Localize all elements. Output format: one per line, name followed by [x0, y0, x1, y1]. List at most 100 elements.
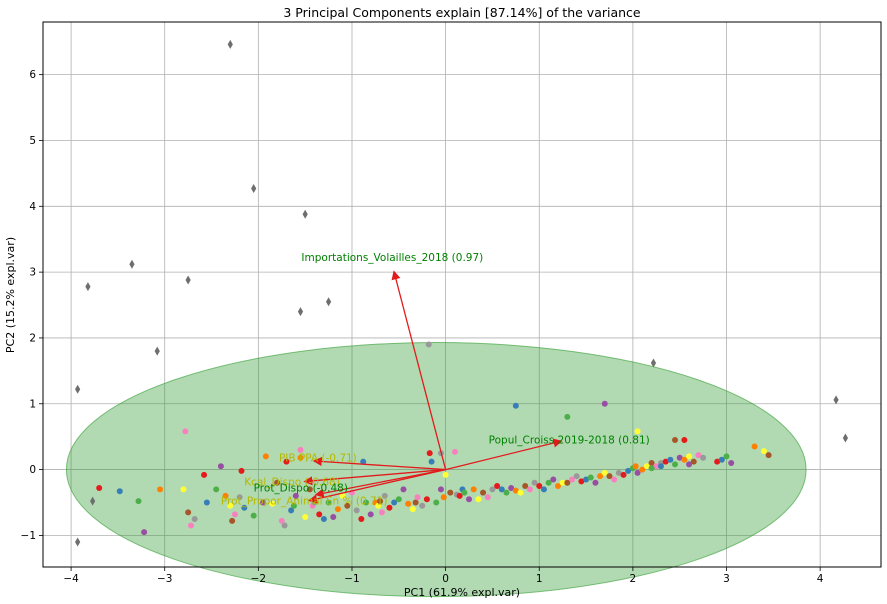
data-point	[662, 458, 669, 465]
data-point	[700, 454, 707, 461]
data-point	[360, 458, 367, 465]
data-point	[395, 496, 402, 503]
data-point	[426, 450, 433, 457]
data-point	[601, 469, 608, 476]
data-point	[634, 428, 641, 435]
data-point	[512, 487, 519, 494]
data-point	[475, 496, 482, 503]
loading-vector-arrow	[314, 468, 446, 498]
outlier-marker	[75, 537, 81, 547]
data-point	[583, 476, 590, 483]
data-point	[653, 463, 660, 470]
loading-vector-label: PIB PPA (-0.71)	[279, 453, 357, 465]
data-point	[632, 463, 639, 470]
data-point	[718, 456, 725, 463]
data-point	[428, 458, 435, 465]
data-point	[681, 436, 688, 443]
x-tick-label: −1	[344, 573, 359, 585]
data-point	[238, 467, 245, 474]
data-point	[400, 486, 407, 493]
data-point	[217, 463, 224, 470]
data-point	[292, 492, 299, 499]
data-point	[648, 460, 655, 467]
data-point	[498, 486, 505, 493]
data-point	[489, 486, 496, 493]
data-point	[236, 494, 243, 501]
y-tick-label: 2	[29, 332, 36, 344]
data-point	[187, 522, 194, 529]
data-point	[728, 460, 735, 467]
data-point	[554, 483, 561, 490]
data-point	[297, 446, 304, 453]
data-point	[503, 489, 510, 496]
data-point	[386, 504, 393, 511]
data-point	[760, 448, 767, 455]
data-point	[377, 498, 384, 505]
data-point	[526, 486, 533, 493]
data-point	[536, 483, 543, 490]
data-point	[620, 471, 627, 478]
data-point	[440, 494, 447, 501]
data-point	[288, 507, 295, 514]
data-point	[262, 453, 269, 460]
loading-vector-label: Popul_Croiss 2019-2018 (0.81)	[489, 434, 650, 446]
data-point	[231, 511, 238, 518]
data-point	[290, 502, 297, 509]
data-point	[412, 499, 419, 506]
data-point	[191, 515, 198, 522]
data-point	[714, 458, 721, 465]
data-point	[433, 499, 440, 506]
chart-title: 3 Principal Components explain [87.14%] …	[283, 5, 641, 20]
loading-vector-arrow	[312, 456, 446, 471]
loading-vector-label: Prot_Propor_Animal En % (0.71)	[221, 495, 388, 507]
data-point	[306, 486, 313, 493]
loading-vector-arrow	[303, 468, 446, 486]
data-point	[639, 466, 646, 473]
data-point	[423, 496, 430, 503]
data-point	[531, 479, 538, 486]
y-axis-label: PC2 (15.2% expl.var)	[4, 237, 17, 353]
data-point	[414, 494, 421, 501]
data-point	[657, 463, 664, 470]
data-point	[227, 502, 234, 509]
data-point	[358, 515, 365, 522]
data-point	[569, 476, 576, 483]
loading-vector-arrow	[308, 468, 446, 504]
data-point	[297, 454, 304, 461]
data-point	[456, 492, 463, 499]
data-point	[667, 456, 674, 463]
data-point	[494, 483, 501, 490]
y-tick-label: 5	[29, 135, 36, 147]
outlier-marker	[154, 346, 160, 356]
outlier-marker	[833, 395, 839, 405]
data-point	[695, 452, 702, 459]
data-point	[425, 341, 432, 348]
loading-vectors: Importations_Volailles_2018 (0.97) Popul_…	[221, 252, 650, 508]
data-point	[681, 456, 688, 463]
data-point	[545, 479, 552, 486]
data-point	[512, 402, 519, 409]
data-point	[381, 492, 388, 499]
outlier-marker	[325, 297, 332, 307]
data-point	[751, 443, 758, 450]
outlier-marker	[185, 275, 191, 285]
outlier-marker	[85, 282, 91, 292]
data-point	[283, 458, 290, 465]
loading-vector-arrow	[445, 438, 563, 471]
data-point	[182, 428, 189, 435]
data-point	[405, 500, 412, 507]
data-point	[634, 469, 641, 476]
data-point	[461, 489, 468, 496]
data-point	[316, 511, 323, 518]
y-tick-label: 1	[29, 398, 36, 410]
scatter-points	[96, 341, 772, 536]
x-tick-label: −4	[63, 573, 79, 585]
data-point	[278, 517, 285, 524]
data-point	[451, 448, 458, 455]
data-point	[229, 517, 236, 524]
data-point	[180, 486, 187, 493]
data-point	[723, 453, 730, 460]
data-point	[573, 473, 580, 480]
data-point	[480, 489, 487, 496]
